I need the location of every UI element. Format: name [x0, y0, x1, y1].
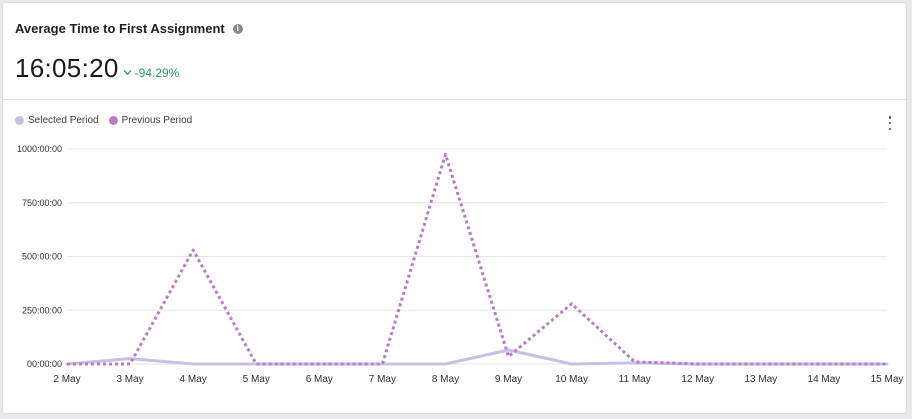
chevron-down-icon [123, 70, 131, 75]
line-chart: 00:00:00 250:00:00 500:00:00 750:00:00 1000:… [17, 144, 903, 385]
metric-row: 16:05:20 -94.29% [15, 53, 179, 84]
x-tick-label: 10 May [555, 374, 588, 385]
metric-value: 16:05:20 [15, 53, 119, 83]
y-tick-label: 500:00:00 [22, 252, 62, 262]
series-line-selected-period [65, 348, 889, 366]
y-tick-label: 750:00:00 [22, 198, 62, 208]
x-tick-label: 15 May [871, 374, 904, 385]
legend-label: Previous Period [121, 115, 193, 126]
legend-item-selected-period[interactable]: Selected Period [15, 115, 99, 126]
x-tick-label: 9 May [495, 374, 522, 385]
legend-item-previous-period[interactable]: Previous Period [108, 115, 193, 126]
series-line-previous-period [67, 152, 887, 366]
info-icon[interactable]: i [232, 23, 243, 34]
y-tick-label: 1000:00:00 [17, 144, 62, 154]
card-header: Average Time to First Assignment i 16:05… [3, 3, 906, 100]
change-indicator: -94.29% [123, 65, 180, 80]
x-tick-label: 3 May [116, 374, 143, 385]
axis-layer: 00:00:00 250:00:00 500:00:00 750:00:00 1000:… [17, 144, 903, 385]
title-row: Average Time to First Assignment i [15, 21, 243, 36]
x-tick-label: 14 May [808, 374, 841, 385]
x-tick-label: 5 May [243, 374, 270, 385]
kebab-menu-icon[interactable] [888, 116, 892, 130]
y-tick-label: 250:00:00 [22, 305, 62, 315]
x-tick-label: 6 May [306, 374, 333, 385]
x-tick-label: 7 May [369, 374, 396, 385]
x-tick-label: 4 May [180, 374, 207, 385]
chart-legend: Selected Period Previous Period [15, 115, 202, 126]
metric-card: Average Time to First Assignment i 16:05… [2, 2, 907, 414]
series-layer [65, 152, 889, 366]
x-tick-label: 13 May [744, 374, 777, 385]
x-tick-label: 2 May [53, 374, 80, 385]
x-tick-label: 11 May [619, 374, 651, 385]
legend-swatch [15, 116, 24, 125]
legend-swatch [108, 116, 118, 125]
x-tick-label: 12 May [681, 374, 714, 385]
legend-label: Selected Period [28, 115, 99, 126]
card-title: Average Time to First Assignment [15, 21, 225, 36]
change-value: -94.29% [134, 65, 180, 80]
y-tick-label: 00:00:00 [27, 359, 62, 369]
x-tick-label: 8 May [432, 374, 459, 385]
